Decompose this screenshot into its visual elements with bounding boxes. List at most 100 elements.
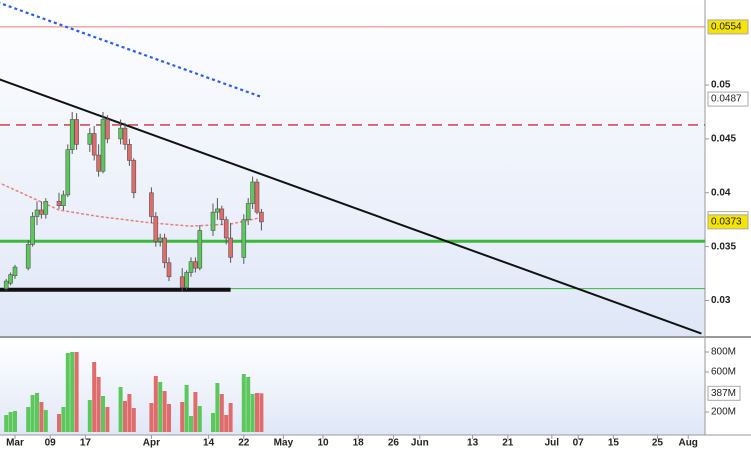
candle-body [188, 261, 194, 273]
x-tick-label: Jun [411, 438, 429, 449]
price-tag: 0.0373 [711, 216, 742, 227]
y-tick-label: 0.04 [711, 187, 731, 198]
candle-body [259, 211, 264, 223]
x-tick-label: Mar [6, 438, 24, 449]
x-tick-label: 13 [467, 438, 479, 449]
candle-body [131, 160, 137, 194]
volume-bar [123, 401, 127, 432]
candle-body [96, 154, 101, 172]
volume-bar [74, 352, 79, 432]
candle-body [3, 280, 9, 289]
candle-body [127, 144, 132, 161]
volume-bar [26, 407, 31, 432]
volume-tag: 387M [711, 388, 736, 399]
x-tick-label: Aug [678, 438, 697, 449]
volume-bar [250, 394, 255, 432]
candle-body [149, 192, 154, 217]
volume-pane [0, 340, 705, 435]
candle-body [250, 181, 255, 204]
candle-body [100, 119, 106, 172]
volume-bar [4, 415, 9, 432]
volume-bar [92, 362, 97, 432]
candle-body [34, 209, 40, 217]
price-tag-box [707, 91, 749, 107]
volume-bar [246, 377, 251, 432]
candle-body [74, 119, 79, 145]
volume-bar [184, 385, 189, 432]
volume-bar [180, 402, 185, 432]
volume-bar [149, 403, 154, 432]
candle-body [215, 208, 220, 213]
volume-bar [57, 414, 61, 432]
y-tick-label: 0.035 [711, 241, 736, 252]
volume-bar [189, 416, 193, 432]
candle-body [245, 203, 251, 220]
price-tag: 0.0487 [711, 94, 742, 105]
candle-body [87, 133, 93, 145]
volume-bar [70, 352, 75, 432]
candle-body [30, 216, 35, 245]
volume-bar [65, 353, 70, 432]
volume-bar [127, 394, 132, 432]
candle-body [179, 276, 185, 288]
x-tick-label: 07 [573, 438, 585, 449]
candle-body [162, 237, 167, 264]
volume-bar [224, 415, 229, 432]
trend-line [0, 1, 262, 98]
volume-bar [13, 411, 17, 432]
volume-bar [35, 393, 39, 432]
volume-bar [61, 407, 66, 432]
price-pane [0, 0, 705, 336]
trend-line [0, 78, 702, 335]
volume-bar [259, 393, 264, 432]
price-tag: 0.0554 [711, 22, 742, 33]
candle-body [43, 201, 49, 215]
candle-body [228, 237, 233, 258]
x-tick-label: May [274, 438, 294, 449]
candle-body [153, 216, 159, 242]
volume-bar [43, 410, 48, 432]
candle-body [197, 230, 203, 269]
price-tag-box [707, 19, 749, 35]
x-tick-label: 25 [652, 438, 664, 449]
x-tick-label: 22 [238, 438, 250, 449]
candle-body [61, 194, 66, 206]
volume-bar [8, 412, 13, 432]
candle-body [223, 219, 229, 239]
volume-bar [131, 408, 136, 432]
candle-body [219, 208, 225, 220]
volume-bar [153, 376, 158, 432]
x-tick-label: 10 [317, 438, 329, 449]
candle-body [193, 261, 198, 269]
volume-bar [162, 391, 167, 432]
volume-bar [193, 392, 198, 432]
volume-bar [87, 400, 92, 432]
x-tick-label: Jul [545, 438, 560, 449]
candle-body [8, 274, 13, 284]
x-tick-label: Apr [143, 438, 160, 449]
candle-body [105, 119, 110, 140]
x-tick-label: 14 [203, 438, 215, 449]
volume-bar [158, 382, 163, 432]
volume-bar [96, 377, 101, 432]
volume-bar [105, 407, 110, 432]
volume-bar [197, 406, 202, 432]
candle-body [122, 127, 128, 145]
volume-bar [228, 403, 233, 432]
volume-bar [30, 395, 35, 432]
volume-tick-label: 200M [711, 407, 736, 418]
candle-body [65, 149, 71, 196]
volume-bar [241, 374, 246, 432]
price-tag-box [707, 214, 749, 230]
x-tick-label: 09 [45, 438, 57, 449]
volume-tick-label: 800M [711, 347, 736, 358]
candle-body [157, 237, 163, 242]
x-tick-label: 21 [502, 438, 514, 449]
candle-body [166, 262, 172, 278]
x-tick-label: 17 [80, 438, 92, 449]
candle-body [241, 219, 247, 258]
x-tick-label: 18 [353, 438, 365, 449]
candle-body [118, 127, 123, 140]
candle-body [184, 272, 189, 288]
